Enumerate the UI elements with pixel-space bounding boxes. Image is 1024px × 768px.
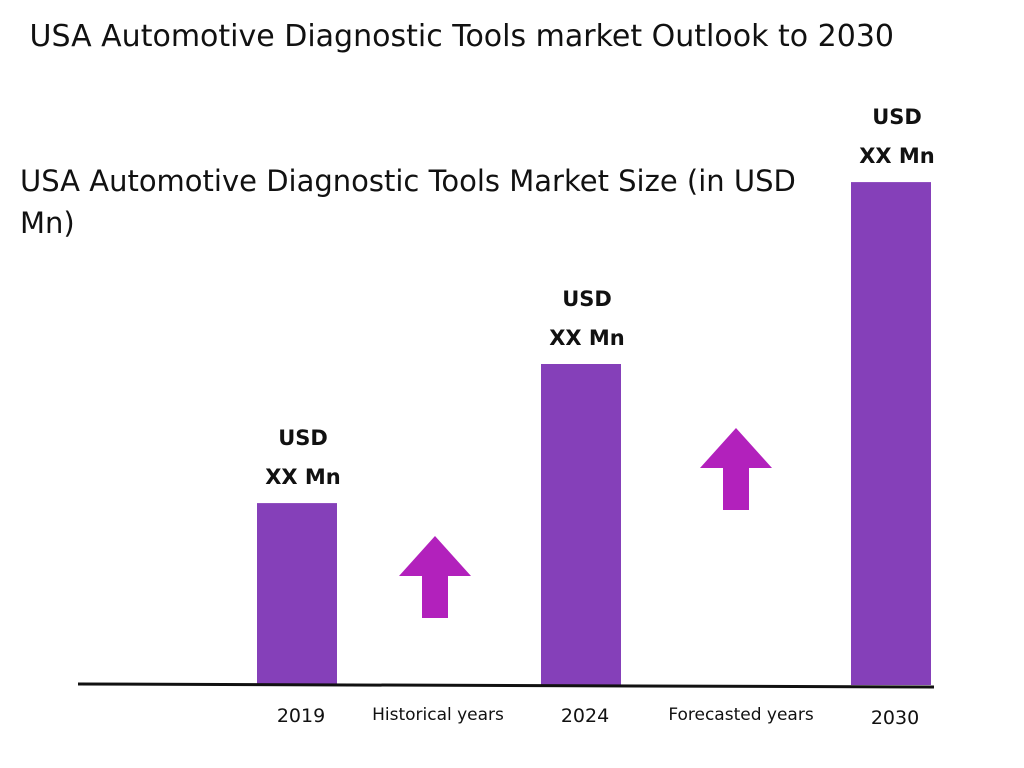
data-label-2024-line1: USD	[562, 287, 612, 311]
data-label-2019-line2: XX Mn	[265, 465, 341, 489]
chart-title: USA Automotive Diagnostic Tools market O…	[20, 19, 895, 54]
data-label-2030-line1: USD	[872, 105, 922, 129]
chart-subtitle: USA Automotive Diagnostic Tools Market S…	[20, 164, 796, 240]
x-tick-label-2024: 2024	[561, 705, 609, 727]
x-axis-line	[77, 682, 935, 689]
up-arrow-icon-1	[399, 536, 471, 618]
bar-2024	[541, 364, 621, 685]
up-arrow-icon-2	[700, 428, 772, 510]
data-label-2030-line2: XX Mn	[859, 144, 935, 168]
bar-2030	[851, 182, 931, 685]
x-tick-label-2019: 2019	[277, 705, 325, 727]
data-label-2019-line1: USD	[278, 426, 328, 450]
period-label-2: Forecasted years	[668, 705, 814, 725]
bar-2019	[257, 503, 337, 685]
period-label-1: Historical years	[372, 705, 504, 725]
data-label-2024-line2: XX Mn	[549, 326, 625, 350]
x-tick-label-2030: 2030	[871, 707, 919, 729]
